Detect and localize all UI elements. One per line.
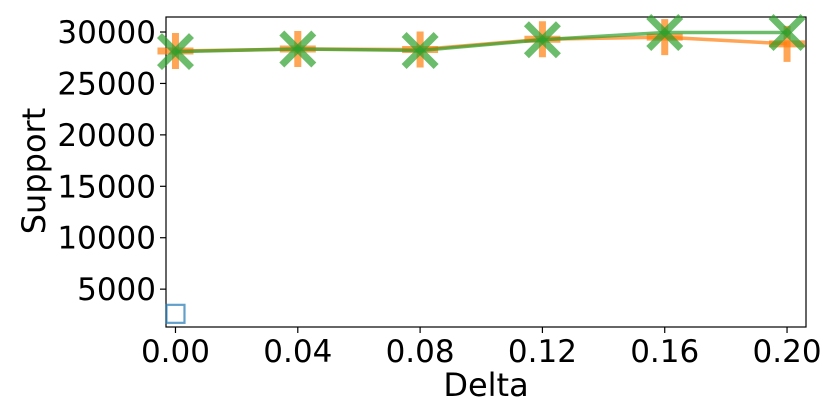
y-tick-label: 20000	[57, 118, 156, 154]
x-tick-label: 0.16	[630, 334, 699, 370]
x-axis-title: Delta	[443, 366, 528, 404]
data-point	[646, 14, 684, 52]
x-tick-label: 0.20	[753, 334, 822, 370]
data-point	[157, 33, 194, 71]
marker-stroke	[768, 14, 806, 52]
y-tick-label: 25000	[57, 66, 156, 102]
series-line	[175, 30, 787, 54]
marker-stroke	[401, 32, 439, 70]
data-point	[165, 303, 186, 324]
y-tick-label: 10000	[57, 221, 156, 257]
data-point	[279, 30, 317, 68]
plot-frame	[165, 16, 807, 328]
marker-stroke	[279, 30, 317, 68]
data-point	[768, 14, 806, 52]
series-x	[157, 14, 806, 71]
y-tick-label: 5000	[77, 272, 156, 308]
plot-area	[165, 16, 807, 328]
y-tick-label: 15000	[57, 169, 156, 205]
y-tick-label: 30000	[57, 15, 156, 51]
y-axis-title: Support	[15, 108, 53, 235]
marker-stroke	[523, 21, 561, 59]
x-tick-label: 0.00	[141, 334, 210, 370]
data-point	[523, 21, 561, 59]
marker-stroke	[646, 14, 684, 52]
x-tick-label: 0.08	[386, 334, 455, 370]
series-square	[165, 303, 186, 324]
y-axis: 5000 10000 15000 20000 25000 30000	[57, 15, 166, 308]
x-tick-label: 0.12	[508, 334, 577, 370]
series-layer	[157, 14, 806, 324]
data-point	[401, 32, 439, 70]
x-tick-label: 0.04	[263, 334, 332, 370]
x-axis: 0.00 0.04 0.08 0.12 0.16 0.20	[141, 327, 822, 370]
marker-stroke	[157, 33, 194, 71]
